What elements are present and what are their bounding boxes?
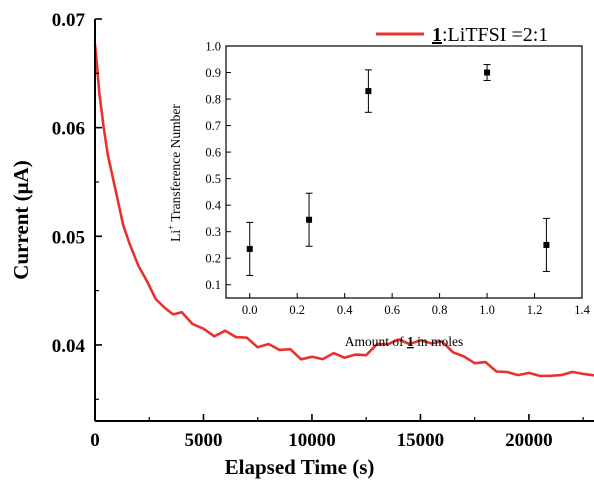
inset-y-tick-label: 1.0	[205, 40, 221, 54]
inset-y-tick-label: 0.7	[205, 119, 221, 133]
inset-x-label-before: Amount of	[345, 334, 407, 349]
inset-y-tick-label: 0.4	[205, 199, 221, 213]
inset-y-tick-label: 0.1	[205, 278, 221, 292]
main-x-tick-label: 10000	[288, 430, 336, 451]
inset-y-tick-label: 0.9	[205, 66, 221, 80]
legend-rest: :LiTFSI =2:1	[442, 24, 548, 46]
inset-y-label-sup: +	[166, 225, 176, 230]
inset-y-tick-label: 0.6	[205, 146, 221, 160]
main-y-axis-label: Current (μA)	[9, 160, 33, 279]
inset-y-tick-label: 0.3	[205, 225, 221, 239]
legend: 1:LiTFSI =2:1	[376, 24, 548, 46]
main-chart: 0 5000 10000 15000 20000 0.04 0.05 0.06 0.07 Elap…	[9, 10, 594, 479]
main-y-tick-label: 0.04	[52, 336, 86, 357]
inset-x-label-compound: 1	[407, 334, 414, 349]
inset-y-tick-label: 0.5	[205, 172, 221, 186]
inset-data-point	[306, 216, 313, 223]
inset-x-tick-label: 1.2	[527, 303, 543, 317]
inset-data-point	[543, 241, 550, 248]
inset-plot-frame	[225, 45, 583, 299]
inset-x-axis-label: Amount of 1 in moles	[345, 334, 464, 349]
inset-x-tick-label: 0.8	[432, 303, 448, 317]
legend-label: 1:LiTFSI =2:1	[432, 24, 548, 46]
legend-compound: 1	[432, 24, 442, 46]
inset-x-tick-label: 1.0	[479, 303, 495, 317]
main-x-tick-label: 15000	[397, 430, 445, 451]
inset-x-tick-label: 0.6	[384, 303, 400, 317]
inset-y-label-rest: Transference Number	[168, 104, 183, 225]
main-y-tick-label: 0.06	[52, 119, 85, 140]
inset-data-point	[484, 69, 491, 76]
inset-x-tick-label: 0.0	[242, 303, 258, 317]
inset-x-label-after: in moles	[414, 334, 464, 349]
inset-x-tick-label: 1.4	[574, 303, 590, 317]
inset-chart: 0.0 0.2 0.4 0.6 0.8 1.0 1.2 1.4 0.1 0.2 0.3 0.4 0.5 0…	[205, 40, 590, 318]
main-x-axis-label: Elapsed Time (s)	[225, 455, 375, 479]
inset-y-tick-label: 0.8	[205, 93, 221, 107]
inset-y-tick-label: 0.2	[205, 252, 221, 266]
main-x-tick-label: 5000	[184, 430, 222, 451]
current-series-line	[93, 43, 594, 378]
inset-y-axis-label: Li+ Transference Number	[166, 104, 183, 242]
inset-y-label-prefix: Li	[168, 230, 183, 242]
main-y-tick-label: 0.05	[52, 227, 85, 248]
main-x-tick-label: 20000	[505, 430, 553, 451]
inset-data-point	[365, 88, 372, 95]
inset-x-tick-label: 0.2	[289, 303, 305, 317]
inset-data-point	[246, 245, 253, 252]
inset-x-tick-label: 0.4	[337, 303, 353, 317]
main-y-tick-label: 0.07	[52, 10, 86, 31]
main-x-tick-label: 0	[90, 430, 100, 451]
